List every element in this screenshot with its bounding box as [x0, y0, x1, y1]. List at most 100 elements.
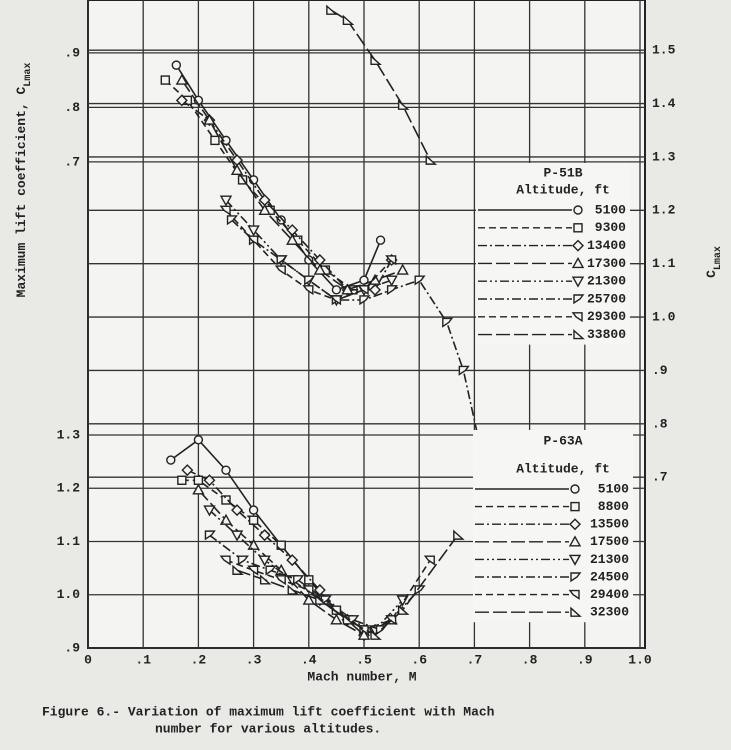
y2-label-sub: Lmax — [713, 246, 724, 270]
marker — [221, 495, 231, 505]
y-label-sub: Lmax — [23, 63, 34, 87]
marker — [203, 113, 216, 125]
x-tick-label: .4 — [301, 652, 317, 667]
marker — [219, 205, 231, 216]
marker — [573, 205, 583, 215]
marker — [286, 554, 299, 567]
marker — [386, 285, 399, 296]
marker — [370, 629, 382, 640]
marker — [370, 54, 382, 66]
marker — [204, 530, 216, 541]
y-tick-label: .8 — [652, 416, 668, 431]
x-tick-label: .3 — [246, 652, 262, 667]
legend-box — [476, 163, 630, 345]
marker — [453, 529, 465, 540]
marker — [193, 475, 204, 485]
marker — [375, 235, 386, 245]
x-tick-label: 1.0 — [628, 652, 652, 667]
marker — [329, 295, 342, 306]
marker — [570, 572, 582, 583]
y-tick-label: .7 — [652, 470, 668, 485]
marker — [219, 555, 231, 566]
y-tick-label: 1.3 — [57, 427, 81, 442]
legend-label: 29400 — [590, 587, 629, 602]
y-label-text: Maximum lift coefficient, C — [14, 86, 29, 297]
marker — [396, 263, 409, 275]
marker — [571, 276, 585, 288]
marker — [160, 75, 170, 85]
marker — [304, 275, 316, 286]
x-axis-label: Mach number, M — [307, 669, 416, 684]
marker — [181, 464, 194, 477]
marker — [247, 565, 259, 576]
marker — [385, 255, 397, 266]
marker — [458, 365, 470, 376]
y-tick-label: .9 — [64, 640, 80, 655]
legend-label: 33800 — [587, 327, 626, 342]
marker — [293, 575, 305, 586]
y-tick-label: .9 — [64, 45, 80, 60]
marker — [258, 555, 271, 567]
marker — [247, 235, 259, 246]
marker — [359, 275, 369, 285]
x-tick-label: 0 — [84, 652, 92, 667]
marker — [326, 4, 338, 15]
y2-label-text: C — [704, 270, 719, 278]
y-tick-label: 1.1 — [652, 256, 676, 271]
marker — [315, 594, 327, 605]
marker — [265, 565, 277, 576]
series-line — [181, 79, 403, 291]
marker — [357, 628, 371, 640]
legend-label: 32300 — [590, 605, 629, 620]
y-tick-label: 1.0 — [652, 309, 676, 324]
marker — [259, 574, 272, 585]
legend-label: 5100 — [598, 481, 629, 496]
marker — [571, 312, 583, 323]
marker — [570, 501, 580, 512]
marker — [329, 605, 342, 616]
marker — [232, 564, 244, 575]
marker — [231, 504, 244, 517]
marker — [313, 263, 327, 275]
marker — [274, 265, 286, 276]
series-line — [208, 509, 404, 631]
marker — [287, 584, 300, 595]
y-tick-label: .7 — [64, 154, 80, 169]
legend-label: 29300 — [587, 309, 626, 324]
marker — [175, 94, 188, 107]
marker — [177, 475, 187, 485]
marker — [369, 283, 382, 296]
y-tick-label: 1.2 — [57, 481, 81, 496]
marker — [203, 474, 216, 487]
marker — [572, 239, 584, 252]
marker — [425, 154, 438, 165]
y-axis-label: Maximum lift coefficient, CLmax — [14, 63, 33, 298]
legend-title: P-63A — [543, 433, 582, 448]
legend-label: 21300 — [590, 552, 629, 567]
marker — [342, 614, 355, 625]
marker — [357, 285, 369, 296]
y-tick-label: 1.1 — [57, 534, 81, 549]
y-tick-label: 1.5 — [652, 43, 676, 58]
legend-label: 13500 — [590, 517, 629, 532]
y2-axis-label: CLmax — [704, 246, 723, 278]
marker — [230, 163, 244, 175]
marker — [302, 593, 315, 605]
x-tick-label: .6 — [411, 652, 427, 667]
legend-label: 13400 — [587, 238, 626, 253]
y-tick-label: 1.3 — [652, 149, 676, 164]
marker — [570, 606, 582, 617]
marker — [274, 575, 286, 586]
marker — [331, 285, 342, 295]
marker — [203, 505, 216, 517]
marker — [248, 505, 259, 515]
marker — [258, 203, 271, 216]
x-tick-label: .9 — [577, 652, 593, 667]
legend-label: 21300 — [587, 274, 626, 289]
x-tick-label: .7 — [467, 652, 483, 667]
marker — [302, 285, 314, 296]
legend-subtitle: Altitude, ft — [516, 182, 610, 197]
marker — [221, 465, 231, 475]
marker — [175, 73, 189, 85]
